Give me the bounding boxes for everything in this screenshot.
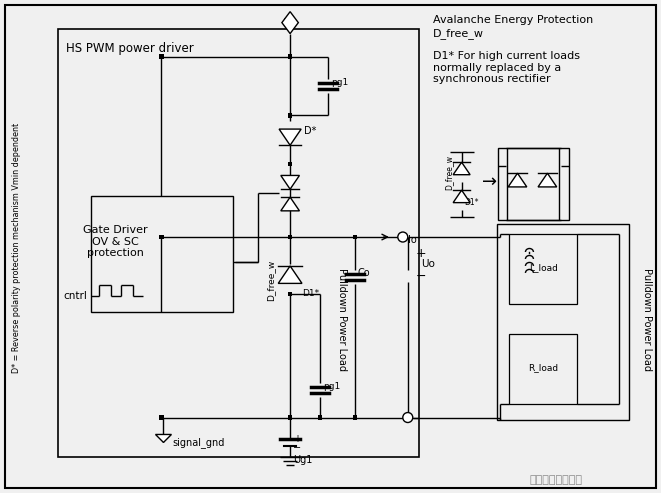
Text: →: →	[482, 173, 496, 191]
Bar	[91, 196, 233, 312]
Bar	[58, 29, 419, 458]
Polygon shape	[282, 12, 298, 34]
Bar	[288, 292, 292, 296]
Bar	[159, 235, 164, 239]
Text: D_free_w: D_free_w	[433, 28, 484, 38]
Polygon shape	[278, 266, 302, 283]
Polygon shape	[508, 173, 527, 187]
Text: Uo: Uo	[421, 259, 435, 269]
Polygon shape	[155, 434, 171, 442]
Text: signal_gnd: signal_gnd	[173, 437, 225, 448]
Polygon shape	[453, 190, 470, 203]
Text: Pulldown Power Load: Pulldown Power Load	[642, 268, 652, 371]
Bar	[498, 148, 569, 220]
Polygon shape	[281, 197, 299, 211]
Text: Avalanche Energy Protection: Avalanche Energy Protection	[433, 15, 593, 25]
Bar	[318, 415, 323, 420]
Bar	[353, 235, 357, 239]
Bar	[510, 334, 577, 404]
Polygon shape	[281, 176, 299, 189]
Text: Pulldown Power Load: Pulldown Power Load	[337, 268, 347, 371]
Text: D_free_w: D_free_w	[444, 155, 453, 190]
Circle shape	[398, 232, 408, 242]
Text: Co: Co	[358, 268, 371, 278]
Text: D_free_w: D_free_w	[266, 259, 276, 301]
Text: R_load: R_load	[528, 363, 559, 372]
Bar	[288, 54, 292, 59]
Text: pg1: pg1	[331, 78, 348, 87]
Bar	[510, 234, 577, 304]
Text: HS PWM power driver: HS PWM power driver	[65, 41, 194, 55]
Bar	[288, 235, 292, 239]
Bar	[288, 235, 292, 239]
Polygon shape	[538, 173, 557, 187]
Bar	[159, 415, 164, 420]
Text: D1*: D1*	[465, 198, 479, 207]
Text: Gate Driver
OV & SC
protection: Gate Driver OV & SC protection	[83, 225, 148, 258]
Text: synchronous rectifier: synchronous rectifier	[433, 74, 551, 84]
Text: normally replaced by a: normally replaced by a	[433, 63, 561, 72]
Bar	[496, 224, 629, 420]
Polygon shape	[279, 129, 301, 145]
Bar	[288, 415, 292, 420]
Text: Vs: Vs	[284, 18, 296, 28]
Text: +: +	[293, 434, 301, 445]
Bar	[353, 415, 357, 420]
Text: D1* For high current loads: D1* For high current loads	[433, 51, 580, 61]
Text: Io: Io	[408, 235, 416, 245]
Text: L_load: L_load	[529, 263, 558, 273]
Text: Ug1: Ug1	[293, 456, 313, 465]
Text: pg1: pg1	[323, 382, 340, 391]
Bar	[288, 162, 292, 167]
Bar	[159, 54, 164, 59]
Text: 汽車電子硬件設計: 汽車電子硬件設計	[529, 475, 582, 485]
Text: D1*: D1*	[302, 289, 319, 298]
Text: cntrl: cntrl	[63, 291, 88, 301]
Circle shape	[403, 413, 412, 423]
Polygon shape	[453, 162, 470, 175]
Text: D* = Reverse polarity protection mechanism Vmin dependent: D* = Reverse polarity protection mechani…	[13, 123, 21, 373]
Text: −: −	[416, 271, 426, 283]
Text: D*: D*	[304, 126, 317, 137]
Bar	[353, 415, 357, 420]
Text: +: +	[416, 247, 426, 260]
Text: −: −	[293, 443, 301, 454]
Bar	[288, 113, 292, 118]
